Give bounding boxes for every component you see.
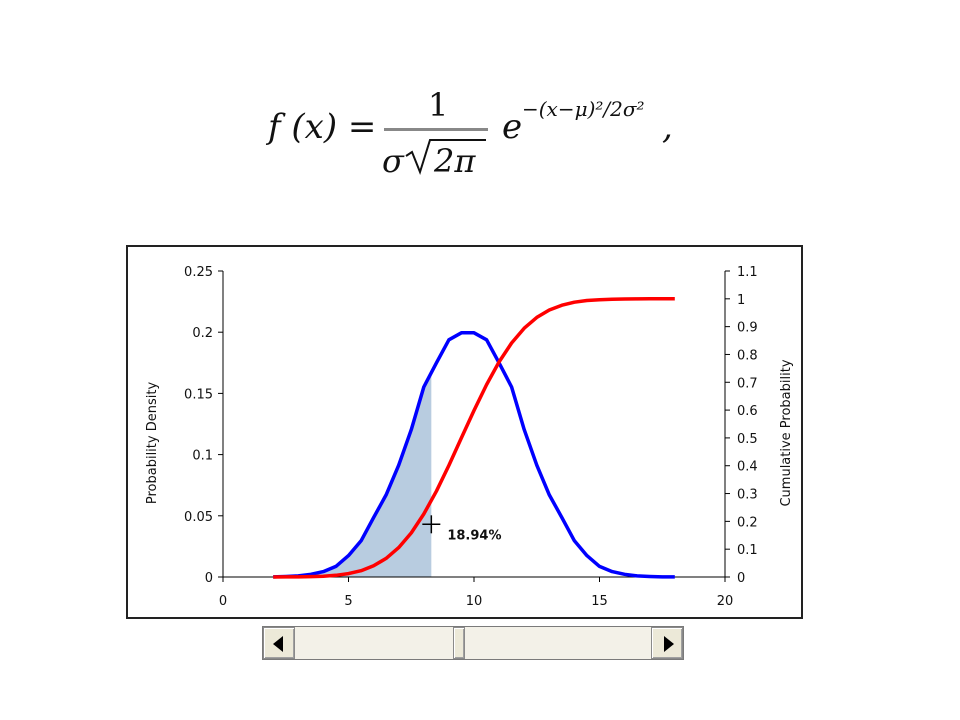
formula-lhs: f (x) = xyxy=(265,107,376,147)
marker-percent-label: 18.94% xyxy=(447,528,501,543)
x-tick-label: 20 xyxy=(717,594,734,609)
scrollbar-track[interactable] xyxy=(295,627,651,659)
x-tick-label: 10 xyxy=(466,594,483,609)
formula-sigma: σ xyxy=(382,142,405,180)
y-right-tick-label: 1.1 xyxy=(737,265,758,280)
formula-root-content: 2π xyxy=(433,142,476,180)
arrow-right-icon xyxy=(664,636,674,652)
x-tick-label: 15 xyxy=(591,594,608,609)
y-right-tick-label: 0.4 xyxy=(737,460,758,475)
formula-exp-base: e xyxy=(502,107,522,147)
arrow-left-icon xyxy=(273,636,283,652)
chart-frame: 0 5 10 15 20 0 0.05 0.1 0.15 0.2 0.25 0 0.1 0.2 0.3 0.4… xyxy=(126,245,803,619)
x-tick-label: 5 xyxy=(344,594,352,609)
marker-layer: 18.94% xyxy=(422,515,501,543)
y-left-tick-label: 0.2 xyxy=(192,326,213,341)
sqrt-symbol xyxy=(405,139,486,175)
y-right-tick-label: 1 xyxy=(737,293,745,308)
axes-layer: 0 5 10 15 2000.050.10.150.20.2500.10.20.30.4… xyxy=(184,265,758,609)
y-right-tick-label: 0.2 xyxy=(737,515,758,530)
y-right-axis-label: Cumulative Probability xyxy=(779,359,794,506)
horizontal-scrollbar[interactable] xyxy=(262,626,684,660)
y-left-tick-label: 0.15 xyxy=(184,387,213,402)
shaded-area-layer xyxy=(273,372,432,577)
scroll-right-button[interactable] xyxy=(651,627,683,659)
normal-pdf-formula: f (x) = 1 σ 2π e −(x−μ)²/2σ² , xyxy=(265,86,673,180)
y-right-tick-label: 0.1 xyxy=(737,543,758,558)
y-left-tick-label: 0.1 xyxy=(192,449,213,464)
scroll-left-button[interactable] xyxy=(263,627,295,659)
formula-trailing-comma: , xyxy=(662,107,673,147)
y-right-tick-label: 0.6 xyxy=(737,404,758,419)
series-layer xyxy=(273,297,675,579)
formula-exponent: −(x−μ)²/2σ² xyxy=(522,97,645,121)
y-left-axis-label: Probability Density xyxy=(145,382,160,505)
scrollbar-thumb[interactable] xyxy=(453,627,466,659)
shaded-cumulative-area xyxy=(273,372,432,577)
y-left-tick-label: 0 xyxy=(205,571,213,586)
x-tick-label: 0 xyxy=(219,594,227,609)
y-right-tick-label: 0.8 xyxy=(737,348,758,363)
y-right-tick-label: 0.3 xyxy=(737,488,758,503)
y-right-tick-label: 0 xyxy=(737,571,745,586)
y-right-tick-label: 0.5 xyxy=(737,432,758,447)
normal-distribution-chart: 0 5 10 15 2000.050.10.150.20.2500.10.20.30.4… xyxy=(145,265,794,609)
formula-numerator: 1 xyxy=(428,86,448,124)
y-right-tick-label: 0.9 xyxy=(737,321,758,336)
y-left-tick-label: 0.25 xyxy=(184,265,213,280)
fraction-bar xyxy=(384,128,488,131)
y-left-tick-label: 0.05 xyxy=(184,510,213,525)
y-right-tick-label: 0.7 xyxy=(737,376,758,391)
